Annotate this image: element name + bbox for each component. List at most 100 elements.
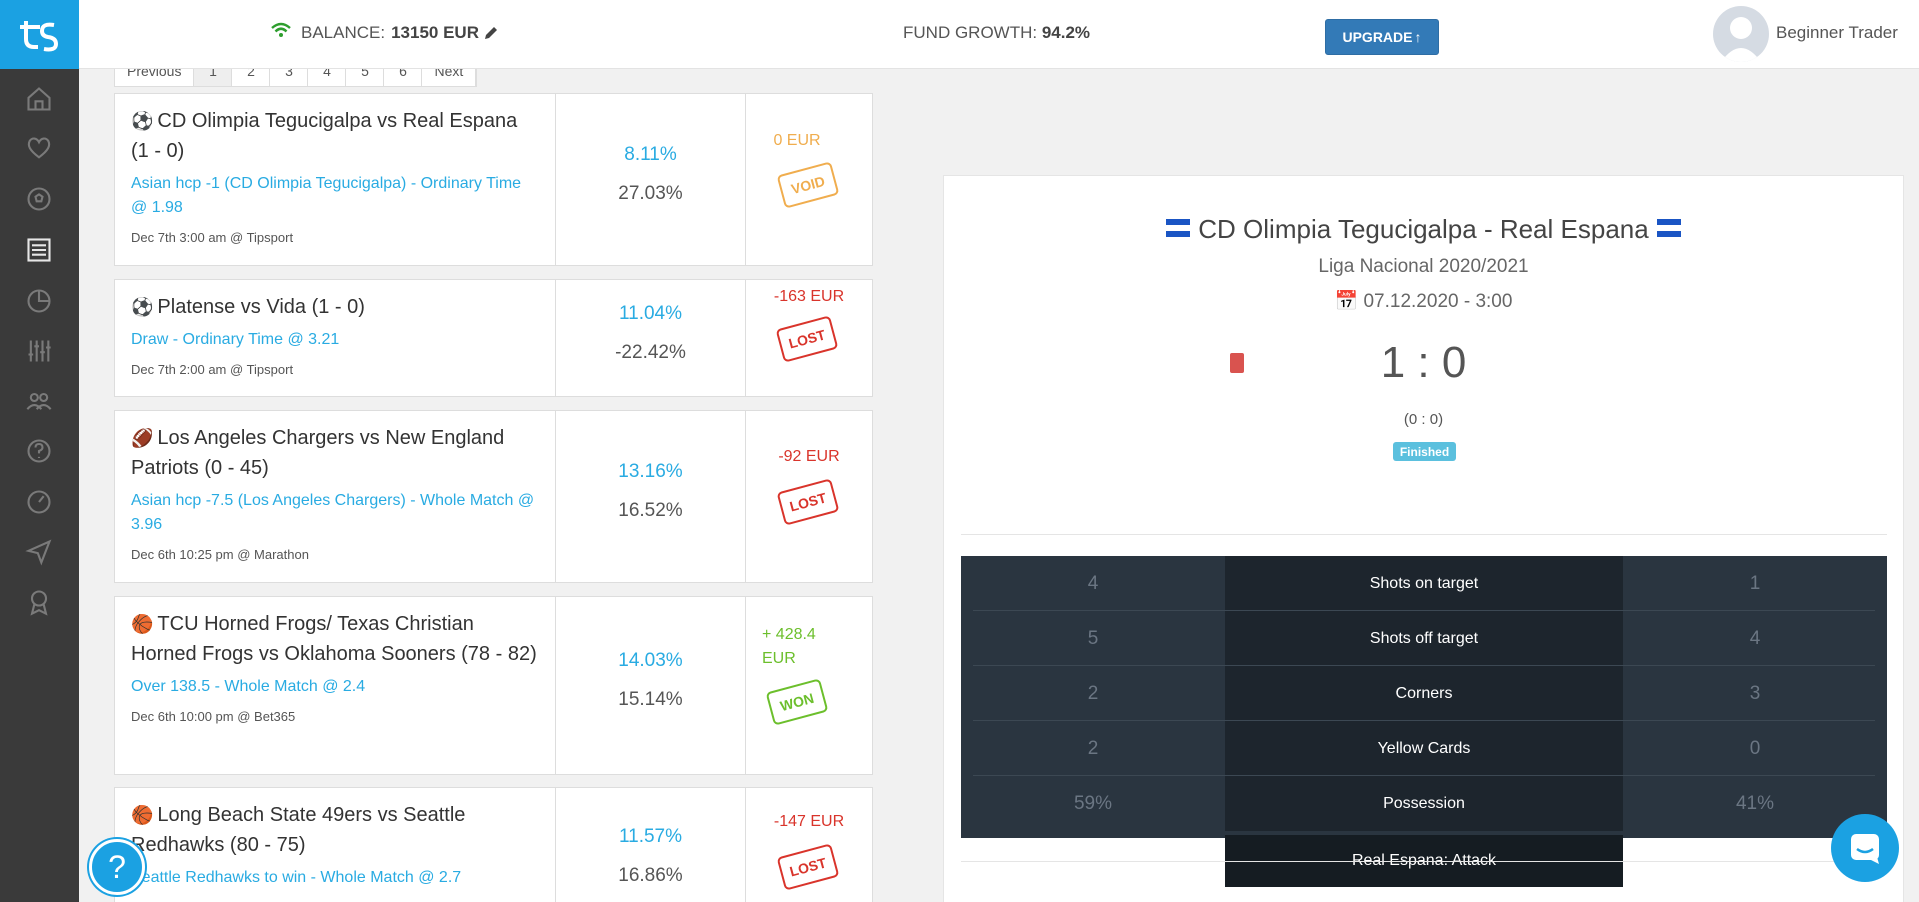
match-title: CD Olimpia Tegucigalpa - Real Espana	[944, 214, 1903, 245]
bet-percent: 8.11%	[624, 144, 677, 165]
soccer-ball-icon: ⚽	[131, 111, 154, 131]
bet-pick[interactable]: Asian hcp -1 (CD Olimpia Tegucigalpa) - …	[131, 175, 522, 216]
bet-percent: 11.57%	[618, 826, 683, 847]
bet-pick[interactable]: Seattle Redhawks to win - Whole Match @ …	[131, 869, 462, 886]
heart-icon[interactable]	[23, 132, 55, 164]
stat-row: 59% Possession 41%	[961, 776, 1887, 838]
bet-yield: 16.86%	[618, 865, 683, 886]
stat-away: 1	[1749, 572, 1761, 594]
bet-meta: Dec 6th 10:00 pm @ Bet365	[131, 709, 296, 724]
users-icon[interactable]	[23, 385, 55, 417]
stat-home: 59%	[1073, 792, 1113, 814]
basketball-icon: 🏀	[131, 805, 154, 825]
bet-row[interactable]: 🏀 Long Beach State 49ers vs Seattle Redha…	[114, 787, 873, 902]
bet-match: Los Angeles Chargers vs New England Patr…	[131, 427, 505, 479]
upgrade-button[interactable]: UPGRADE ↑	[1325, 19, 1439, 55]
help-icon[interactable]	[23, 435, 55, 467]
stat-label: Shots off target	[1225, 611, 1623, 666]
status-badge: LOST	[775, 315, 839, 363]
bet-pick[interactable]: Draw - Ordinary Time @ 3.21	[131, 331, 340, 348]
stat-label: Shots on target	[1225, 556, 1623, 611]
basketball-icon: 🏀	[131, 614, 154, 634]
chat-button[interactable]	[1831, 814, 1899, 882]
bet-amount: -163 EUR	[773, 288, 845, 305]
match-date: 📅 07.12.2020 - 3:00	[944, 289, 1903, 313]
sliders-icon[interactable]	[23, 335, 55, 367]
top-header: BALANCE: 13150 EUR FUND GROWTH: 94.2% UP…	[79, 0, 1919, 69]
match-date-text: 07.12.2020 - 3:00	[1363, 291, 1513, 312]
wifi-icon	[271, 22, 291, 37]
bet-pick[interactable]: Asian hcp -7.5 (Los Angeles Chargers) - …	[131, 492, 535, 533]
calendar-icon: 📅	[1334, 291, 1359, 312]
status-badge: VOID	[776, 161, 840, 209]
bet-amount: + 428.4 EUR	[762, 626, 816, 667]
bet-amount: -92 EUR	[778, 448, 840, 465]
arrow-up-icon: ↑	[1414, 29, 1422, 45]
pager-page[interactable]: 1	[194, 69, 233, 86]
stat-home: 5	[1087, 627, 1099, 649]
status-badge: LOST	[776, 843, 840, 891]
stat-away: 3	[1749, 682, 1761, 704]
red-card-icon	[1230, 353, 1244, 373]
help-button[interactable]: ?	[89, 839, 145, 895]
stat-home: 4	[1087, 572, 1099, 594]
bets-list: Previous 1 2 3 4 5 6 Next ⚽ CD Olimpia Te…	[114, 69, 873, 902]
bet-meta: Dec 7th 2:00 am @ Tipsport	[131, 362, 294, 377]
balance-label: BALANCE:	[301, 23, 386, 42]
pencil-icon[interactable]	[483, 25, 499, 41]
bet-row[interactable]: ⚽ Platense vs Vida (1 - 0) Draw - Ordinar…	[114, 279, 873, 397]
list-icon[interactable]	[23, 234, 55, 266]
bet-row[interactable]: 🏀 TCU Horned Frogs/ Texas Christian Horne…	[114, 596, 873, 775]
bet-percent: 11.04%	[618, 303, 683, 324]
pager-page[interactable]: 6	[384, 69, 423, 86]
bet-yield: -22.42%	[615, 342, 686, 363]
stat-home: 2	[1087, 682, 1099, 704]
logo[interactable]	[0, 0, 79, 69]
stats-table: 4 Shots on target 1 5 Shots off target 4…	[961, 556, 1887, 838]
award-icon[interactable]	[23, 586, 55, 618]
stat-label: Yellow Cards	[1225, 721, 1623, 776]
pager-page[interactable]: 4	[308, 69, 347, 86]
pie-chart-icon[interactable]	[23, 285, 55, 317]
bet-yield: 16.52%	[618, 500, 683, 521]
bet-amount: -147 EUR	[773, 813, 845, 830]
user-name[interactable]: Beginner Trader	[1776, 23, 1898, 42]
match-score: 1 : 0	[1380, 338, 1467, 387]
soccer-ball-icon[interactable]	[23, 183, 55, 215]
chat-icon	[1851, 834, 1879, 864]
bet-row[interactable]: 🏈 Los Angeles Chargers vs New England Pat…	[114, 410, 873, 583]
stat-row: 4 Shots on target 1	[961, 556, 1887, 611]
pager-page[interactable]: 5	[346, 69, 385, 86]
logo-icon	[19, 20, 58, 51]
bet-match: Long Beach State 49ers vs Seattle Redhaw…	[131, 804, 466, 856]
league-name: Liga Nacional 2020/2021	[1318, 256, 1529, 277]
status-badge: Finished	[1393, 442, 1456, 461]
bet-row[interactable]: ⚽ CD Olimpia Tegucigalpa vs Real Espana (…	[114, 93, 873, 266]
pager-page[interactable]: 3	[270, 69, 309, 86]
bet-match: Platense vs Vida (1 - 0)	[157, 296, 365, 318]
gauge-icon[interactable]	[23, 486, 55, 518]
pager-prev[interactable]: Previous	[115, 69, 195, 86]
honduras-flag-icon	[1656, 219, 1681, 238]
pager-page[interactable]: 2	[232, 69, 271, 86]
send-icon[interactable]	[23, 536, 55, 568]
avatar[interactable]	[1713, 6, 1769, 62]
stat-row: 2 Yellow Cards 0	[961, 721, 1887, 776]
stat-home: 2	[1087, 737, 1099, 759]
home-icon[interactable]	[23, 83, 55, 115]
fund-growth: FUND GROWTH: 94.2%	[903, 23, 1090, 43]
bet-pick[interactable]: Over 138.5 - Whole Match @ 2.4	[131, 678, 366, 695]
growth-value: 94.2%	[1041, 23, 1091, 42]
bet-meta: Dec 7th 3:00 am @ Tipsport	[131, 230, 294, 245]
pagination: Previous 1 2 3 4 5 6 Next	[114, 69, 478, 87]
stat-away: 41%	[1735, 792, 1775, 814]
stat-label: Corners	[1225, 666, 1623, 721]
pager-next[interactable]: Next	[422, 69, 477, 86]
status-badge: LOST	[776, 478, 840, 526]
bet-amount: 0 EUR	[773, 132, 821, 149]
divider	[961, 534, 1887, 535]
football-icon: 🏈	[131, 428, 154, 448]
stat-away: 4	[1749, 627, 1761, 649]
bet-yield: 27.03%	[618, 183, 683, 204]
bet-meta: Dec 6th 10:25 pm @ Marathon	[131, 547, 309, 562]
